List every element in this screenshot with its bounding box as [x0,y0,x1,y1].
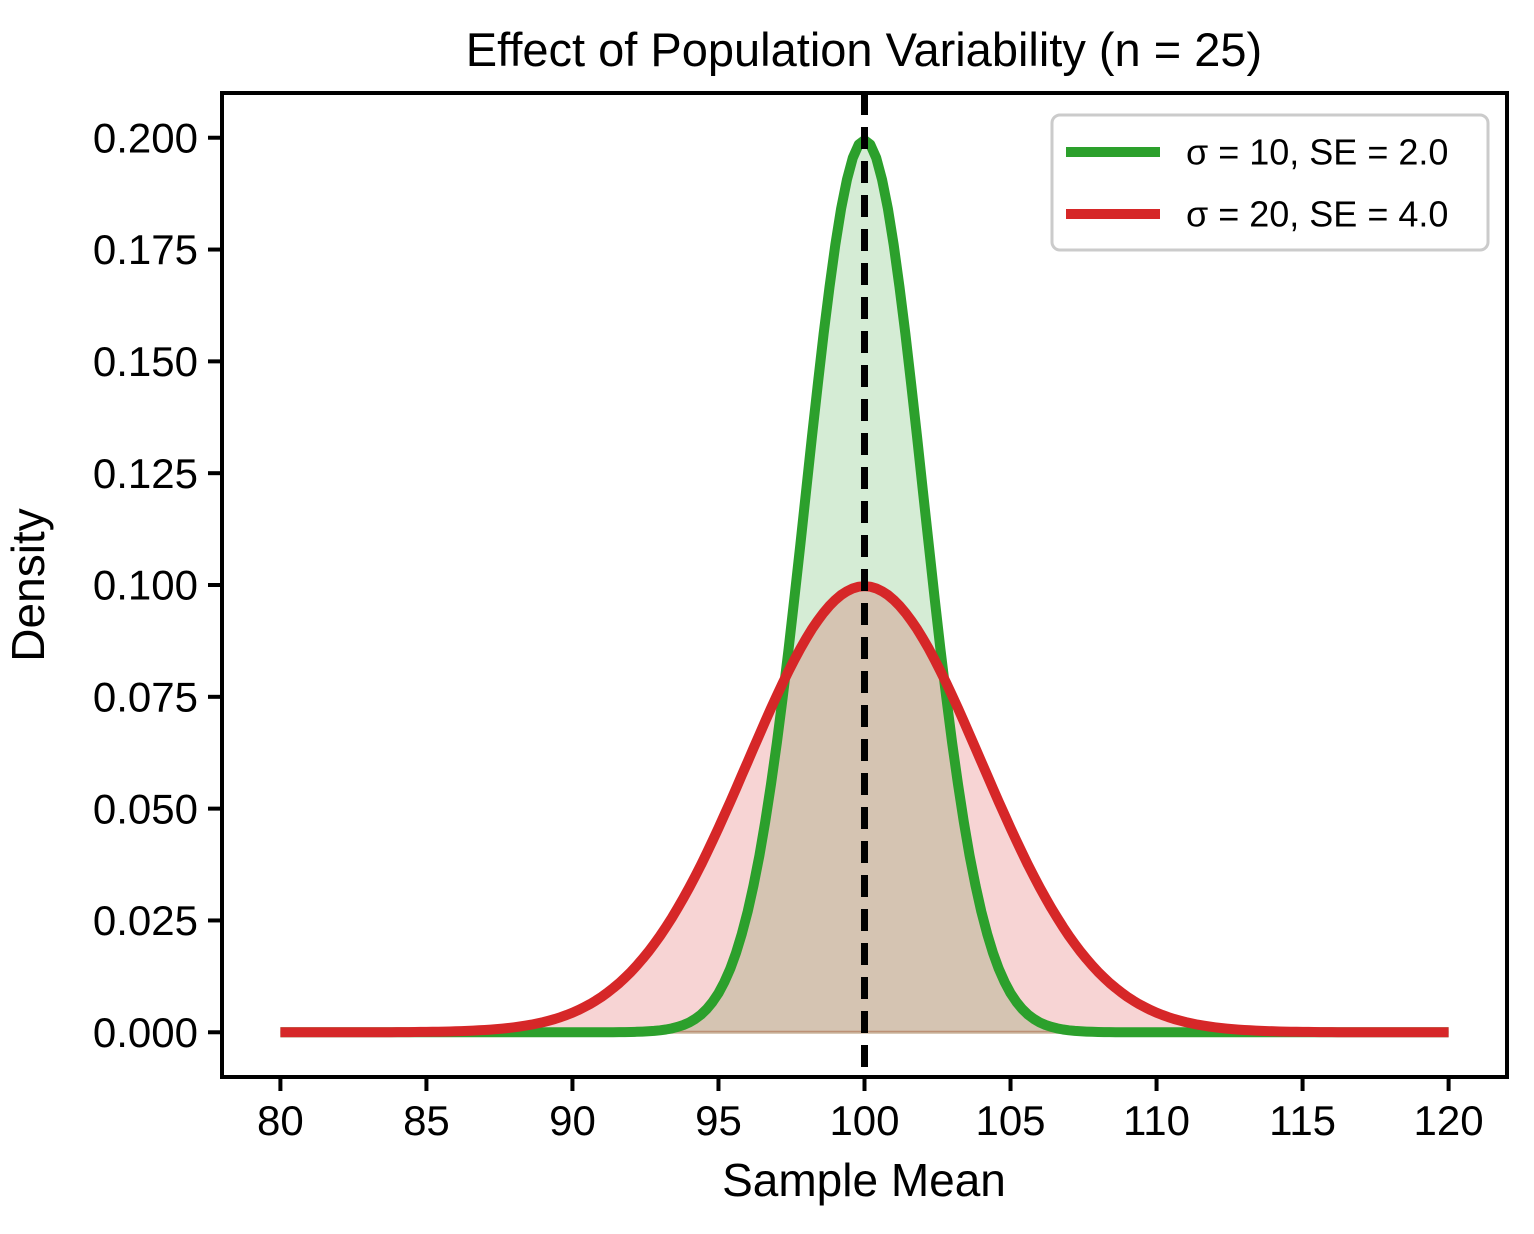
legend-label-sigma-10: σ = 10, SE = 2.0 [1186,132,1448,173]
y-axis-label: Density [2,508,54,661]
y-tick-label: 0.075 [93,674,198,721]
y-tick-label: 0.200 [93,114,198,161]
x-tick-label: 85 [403,1097,450,1144]
x-axis-label: Sample Mean [722,1154,1006,1206]
x-tick-label: 120 [1414,1097,1484,1144]
y-tick-label: 0.125 [93,450,198,497]
legend-box [1050,113,1490,252]
y-tick-label: 0.050 [93,785,198,832]
plot-area: 80 85 90 95 100 105 110 115 120 0.000 0.025 0.050 0.… [93,91,1509,1144]
x-tick-label: 110 [1123,1097,1190,1144]
x-tick-label: 100 [829,1097,899,1144]
x-tick-label: 80 [257,1097,304,1144]
y-tick-label: 0.100 [93,562,198,609]
legend: σ = 10, SE = 2.0 σ = 20, SE = 4.0 [1050,113,1490,252]
x-tick-label: 95 [695,1097,742,1144]
legend-label-sigma-20: σ = 20, SE = 4.0 [1186,194,1448,235]
x-tick-label: 105 [975,1097,1045,1144]
y-tick-label: 0.150 [93,338,198,385]
y-tick-label: 0.175 [93,226,198,273]
x-tick-label: 90 [549,1097,596,1144]
y-tick-label: 0.000 [93,1009,198,1056]
chart-title: Effect of Population Variability (n = 25… [466,23,1262,76]
x-tick-label: 115 [1269,1097,1336,1144]
y-tick-label: 0.025 [93,897,198,944]
